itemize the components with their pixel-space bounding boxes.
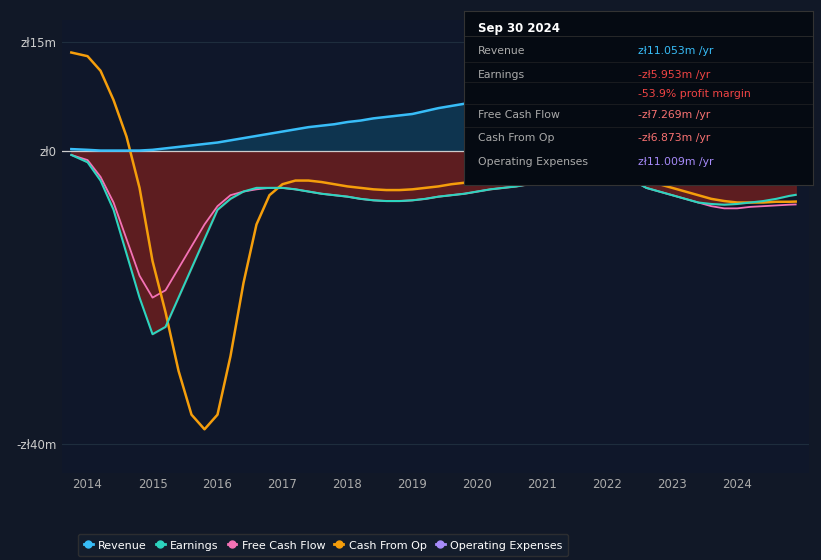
- Text: Revenue: Revenue: [478, 46, 525, 56]
- Text: -zł6.873m /yr: -zł6.873m /yr: [639, 133, 711, 143]
- Text: zł11.009m /yr: zł11.009m /yr: [639, 157, 713, 167]
- Text: Earnings: Earnings: [478, 69, 525, 80]
- Text: Operating Expenses: Operating Expenses: [478, 157, 588, 167]
- Text: zł11.053m /yr: zł11.053m /yr: [639, 46, 713, 56]
- Text: Cash From Op: Cash From Op: [478, 133, 554, 143]
- Text: -zł5.953m /yr: -zł5.953m /yr: [639, 69, 711, 80]
- Legend: Revenue, Earnings, Free Cash Flow, Cash From Op, Operating Expenses: Revenue, Earnings, Free Cash Flow, Cash …: [78, 534, 568, 556]
- Text: Sep 30 2024: Sep 30 2024: [478, 22, 560, 35]
- Text: -53.9% profit margin: -53.9% profit margin: [639, 88, 751, 99]
- Text: Free Cash Flow: Free Cash Flow: [478, 110, 560, 120]
- Text: -zł7.269m /yr: -zł7.269m /yr: [639, 110, 711, 120]
